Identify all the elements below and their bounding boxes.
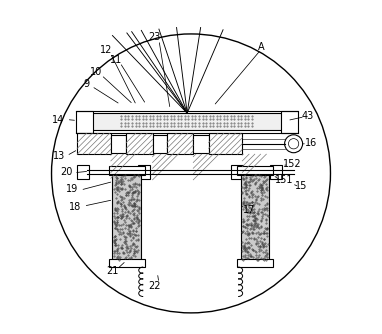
Text: 23: 23 (148, 32, 160, 42)
Text: 19: 19 (66, 184, 78, 194)
Bar (77, 165, 89, 179)
Text: 10: 10 (90, 67, 102, 77)
Bar (241, 173, 269, 262)
Bar (76, 111, 93, 133)
Bar (126, 133, 152, 154)
Text: 14: 14 (52, 115, 64, 125)
Bar (152, 135, 167, 153)
Text: 16: 16 (305, 138, 317, 148)
Text: 22: 22 (148, 281, 160, 291)
Bar (237, 259, 273, 267)
Bar (237, 166, 273, 175)
Text: 11: 11 (110, 54, 122, 64)
Bar (108, 259, 144, 267)
Text: 18: 18 (70, 202, 82, 212)
Bar (108, 166, 144, 175)
Text: A: A (258, 42, 265, 52)
Bar (281, 111, 298, 133)
Text: 13: 13 (53, 151, 65, 161)
Bar (193, 135, 209, 153)
Text: 151: 151 (275, 175, 293, 185)
Text: 21: 21 (106, 266, 119, 276)
Text: 12: 12 (100, 45, 112, 55)
Bar (77, 114, 297, 130)
Text: 17: 17 (243, 205, 255, 215)
Text: 15: 15 (295, 181, 308, 191)
Bar (77, 133, 111, 154)
Bar (209, 133, 242, 154)
Bar (270, 165, 282, 179)
Bar (111, 135, 126, 153)
Text: 152: 152 (283, 159, 301, 169)
Text: 9: 9 (84, 78, 90, 89)
Text: 20: 20 (60, 167, 72, 177)
Text: 43: 43 (302, 111, 314, 121)
Bar (138, 165, 150, 179)
Bar (231, 165, 243, 179)
Bar (112, 173, 141, 262)
Bar (167, 133, 193, 154)
